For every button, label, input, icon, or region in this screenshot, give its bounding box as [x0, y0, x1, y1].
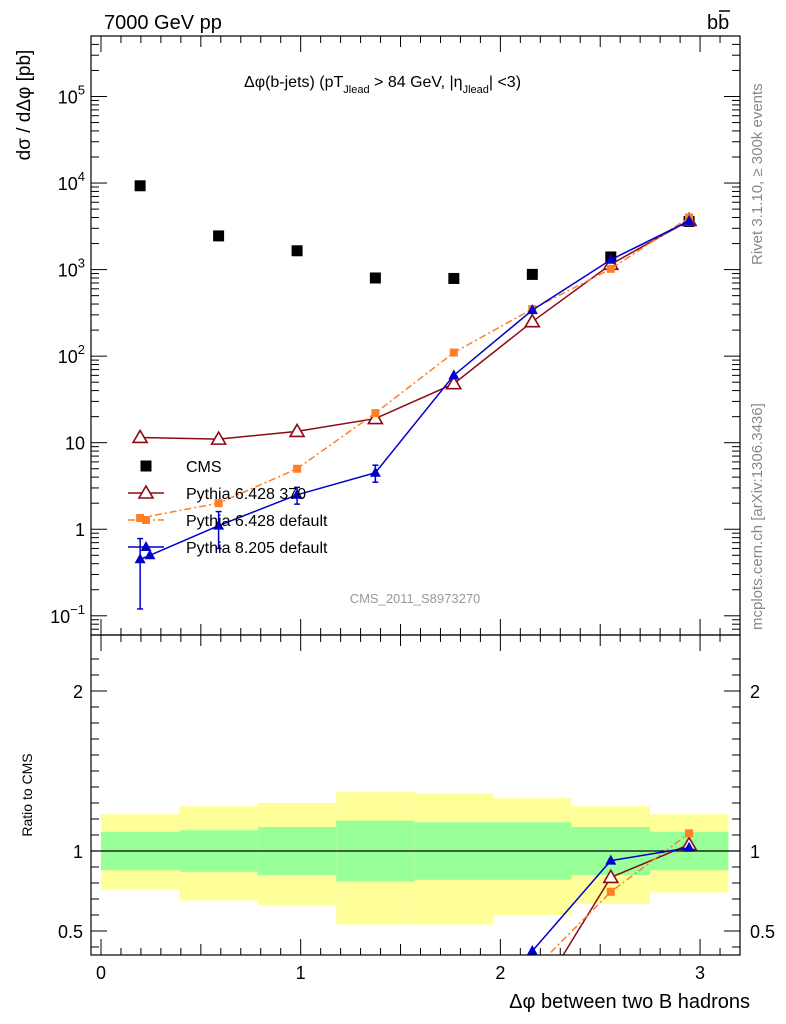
data-point-py8 — [144, 549, 156, 560]
legend-marker-cms — [140, 460, 152, 472]
main-y-tick-labels: 10−1 1 10 102 103 104 105 — [50, 82, 85, 626]
ratio-y-tick-labels: 0.5 0.5 1 1 2 2 — [58, 682, 775, 942]
data-point-cms — [369, 272, 381, 284]
ratio-series-layer — [526, 829, 698, 955]
x-axis-label: Δφ between two B hadrons — [509, 991, 750, 1013]
data-point-cms — [448, 272, 460, 284]
data-point-py8 — [213, 519, 225, 530]
ratio-y-tick-label: 2 — [73, 682, 83, 702]
x-tick-label: 0 — [96, 963, 106, 983]
legend-label-py8: Pythia 8.205 default — [186, 540, 328, 557]
data-point-py8 — [369, 466, 381, 477]
data-point-py6_default — [371, 409, 380, 418]
x-tick-labels: 0 1 2 3 — [96, 963, 705, 983]
main-plot-title: Δφ(b-jets) (pTJlead > 84 GeV, |ηJlead| <… — [244, 74, 521, 96]
ratio-point-py8 — [683, 841, 695, 852]
x-tick-label: 2 — [495, 963, 505, 983]
data-point-py6_default — [136, 513, 145, 522]
ratio-point-py6_default — [685, 829, 694, 838]
ratio-y-tick-label-right: 2 — [750, 682, 760, 702]
ratio-y-tick-label: 1 — [73, 842, 83, 862]
series-line-py6_default — [139, 216, 690, 519]
header-process: bb — [707, 12, 729, 34]
data-point-cms — [213, 230, 225, 242]
header-energy: 7000 GeV pp — [104, 12, 222, 34]
x-tick-label: 1 — [296, 963, 306, 983]
legend-label-py6_default: Pythia 6.428 default — [186, 513, 328, 530]
data-point-cms — [526, 268, 538, 280]
series-line-py8 — [139, 220, 690, 560]
y-tick-label: 10 — [65, 434, 85, 454]
data-point-py6_370 — [210, 430, 227, 445]
legend-marker-py6_default — [142, 516, 150, 524]
data-point-py6_default — [293, 464, 302, 473]
data-point-py8 — [134, 553, 146, 564]
ratio-point-py8 — [526, 945, 538, 955]
ratio-y-tick-label-right: 0.5 — [750, 922, 775, 942]
legend-label-py6_370: Pythia 6.428 370 — [186, 486, 306, 503]
data-point-py8 — [526, 304, 538, 315]
analysis-watermark: CMS_2011_S8973270 — [350, 591, 481, 606]
data-point-cms — [291, 245, 303, 257]
data-point-py6_370 — [523, 313, 541, 328]
data-point-py6_default — [606, 264, 615, 273]
data-point-py6_370 — [131, 428, 149, 444]
data-point-py8 — [291, 488, 303, 499]
ratio-y-tick-label: 0.5 — [58, 922, 83, 942]
y-tick-label: 1 — [75, 520, 85, 540]
ratio-point-py6_370 — [602, 868, 620, 884]
series-line-py6_370 — [140, 219, 690, 440]
data-point-py6_370 — [366, 409, 384, 425]
main-series-layer — [131, 180, 698, 610]
ratio-series-clipped — [526, 829, 698, 955]
rivet-label: Rivet 3.1.10, ≥ 300k events — [749, 83, 766, 265]
y-tick-label: 102 — [58, 342, 85, 367]
legend: CMS Pythia 6.428 370 Pythia 6.428 default P… — [128, 459, 328, 557]
legend-label-cms: CMS — [186, 459, 222, 476]
data-point-py8 — [448, 369, 460, 380]
data-point-py6_default — [214, 499, 223, 508]
main-y-axis-label: dσ / dΔφ [pb] — [14, 50, 35, 161]
ratio-point-py6_default — [606, 887, 615, 896]
legend-marker-py8 — [140, 541, 152, 551]
x-tick-label: 3 — [695, 963, 705, 983]
data-point-py8 — [605, 253, 617, 264]
y-tick-label: 104 — [58, 169, 85, 194]
data-point-py8 — [683, 214, 695, 225]
y-tick-label: 103 — [58, 256, 85, 281]
y-tick-label: 105 — [58, 82, 85, 107]
ratio-plot: 0.5 0.5 1 1 2 2 0 1 2 3 Ratio to CMS Δφ between … — [19, 634, 775, 1013]
ratio-plot-frame — [90, 634, 741, 956]
ratio-ticks — [91, 635, 740, 955]
ratio-y-axis-label: Ratio to CMS — [19, 753, 35, 836]
ratio-bands — [100, 791, 729, 925]
main-plot: 10−1 1 10 102 103 104 105 Δφ(b-jets) (pTJlead … — [14, 35, 741, 636]
ratio-y-tick-label-right: 1 — [750, 842, 760, 862]
data-point-cms — [134, 180, 146, 192]
legend-marker-py6_370 — [137, 484, 155, 499]
data-point-py6_default — [449, 348, 458, 357]
y-tick-label: 10−1 — [50, 602, 85, 627]
main-ticks — [91, 35, 740, 636]
data-point-py6_370 — [445, 375, 463, 390]
mcplots-label: mcplots.cern.ch [arXiv:1306.3436] — [749, 403, 766, 630]
data-point-py6_370 — [288, 422, 306, 438]
ratio-point-py8 — [605, 854, 617, 865]
